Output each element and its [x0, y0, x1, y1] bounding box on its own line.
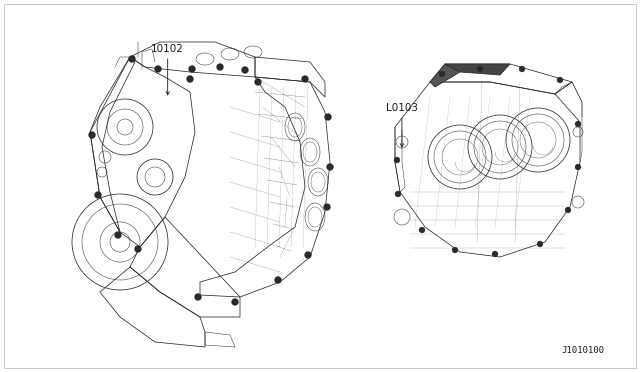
Circle shape [477, 66, 483, 72]
Circle shape [232, 298, 239, 305]
Circle shape [305, 251, 312, 259]
Polygon shape [445, 64, 510, 75]
Circle shape [326, 164, 333, 170]
Circle shape [189, 65, 195, 73]
Circle shape [492, 251, 498, 257]
Circle shape [575, 164, 581, 170]
Circle shape [241, 67, 248, 74]
Circle shape [394, 157, 400, 163]
Circle shape [323, 203, 330, 211]
Polygon shape [430, 64, 460, 87]
Circle shape [195, 294, 202, 301]
Circle shape [186, 76, 193, 83]
Circle shape [395, 191, 401, 197]
Circle shape [537, 241, 543, 247]
Circle shape [419, 227, 425, 233]
Circle shape [557, 77, 563, 83]
Circle shape [88, 131, 95, 138]
Circle shape [575, 121, 581, 127]
Circle shape [95, 192, 102, 199]
Circle shape [134, 246, 141, 253]
Circle shape [301, 76, 308, 83]
Circle shape [115, 231, 122, 238]
Circle shape [452, 247, 458, 253]
Text: 10102: 10102 [151, 44, 184, 54]
Circle shape [519, 66, 525, 72]
Circle shape [154, 65, 161, 73]
Text: L0103: L0103 [386, 103, 418, 113]
Circle shape [275, 276, 282, 283]
Text: J1010100: J1010100 [562, 346, 605, 355]
Circle shape [129, 55, 136, 62]
Circle shape [439, 71, 445, 77]
Circle shape [255, 78, 262, 86]
Circle shape [216, 64, 223, 71]
Circle shape [324, 113, 332, 121]
Circle shape [565, 207, 571, 213]
